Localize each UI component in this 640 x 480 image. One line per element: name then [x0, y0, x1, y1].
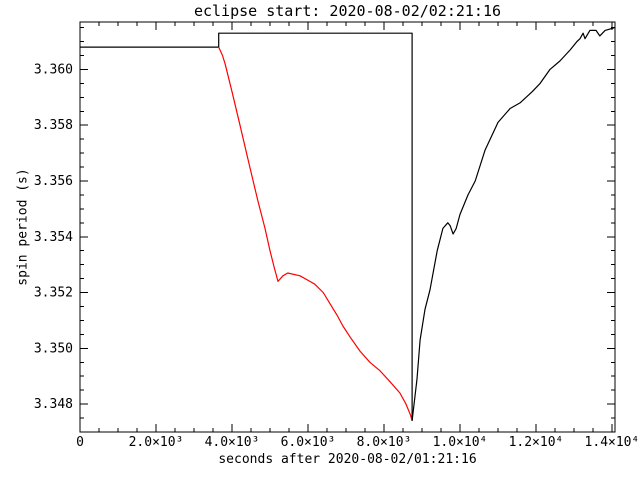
x-tick-label: 8.0×10³ [357, 435, 412, 450]
y-tick-label: 3.352 [34, 286, 73, 301]
series-eclipse-window-marker-box [218, 32, 413, 421]
x-tick-label: 4.0×10³ [205, 435, 260, 450]
x-tick-label: 6.0×10³ [281, 435, 336, 450]
y-tick-label: 3.348 [34, 397, 73, 412]
x-tick-label: 1.4×10⁴ [585, 435, 640, 450]
y-tick-label: 3.358 [34, 118, 73, 133]
series-post-eclipse-spin-period [411, 27, 616, 421]
series-in-eclipse-spin-period [218, 46, 413, 421]
y-tick-label: 3.356 [34, 174, 73, 189]
y-tick-label: 3.354 [34, 230, 73, 245]
x-tick-label: 0 [76, 435, 84, 450]
x-tick-label: 2.0×10³ [129, 435, 184, 450]
x-axis-label: seconds after 2020-08-02/01:21:16 [218, 452, 477, 467]
x-tick-label: 1.0×10⁴ [433, 435, 488, 450]
plot-frame [79, 21, 616, 433]
y-tick-label: 3.360 [34, 62, 73, 77]
y-axis-label: spin period (s) [15, 168, 31, 286]
plot-title: eclipse start: 2020-08-02/02:21:16 [193, 2, 502, 20]
x-tick-label: 1.2×10⁴ [509, 435, 564, 450]
y-tick-label: 3.350 [34, 341, 73, 356]
